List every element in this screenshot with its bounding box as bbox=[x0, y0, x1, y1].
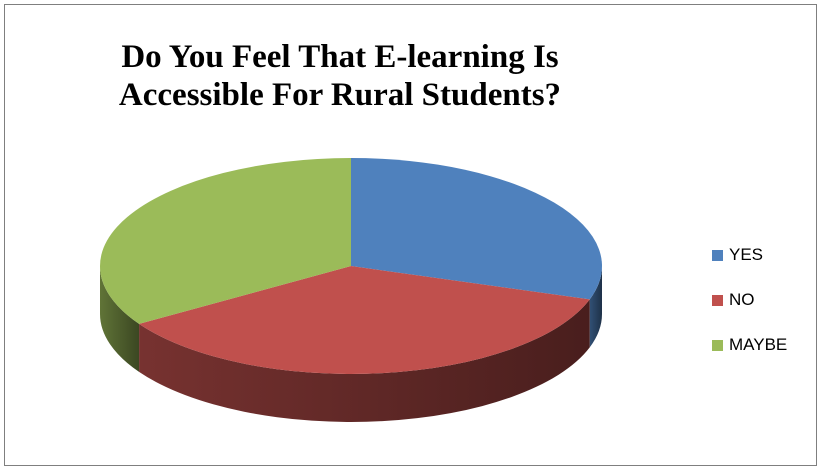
legend-item-no: NO bbox=[712, 288, 787, 312]
legend-item-maybe: MAYBE bbox=[712, 333, 787, 357]
legend-swatch-yes bbox=[712, 249, 723, 261]
legend-label-yes: YES bbox=[729, 245, 764, 264]
legend-label-maybe: MAYBE bbox=[729, 335, 788, 354]
legend-item-yes: YES bbox=[712, 243, 787, 267]
pie-slice-maybe bbox=[99, 158, 351, 324]
pie-side-yes bbox=[589, 266, 602, 348]
chart-title-line-2: Accessible For Rural Students? bbox=[118, 77, 562, 113]
pie-side-maybe bbox=[100, 266, 140, 372]
chart-title-line-1: Do You Feel That E-learning Is bbox=[121, 39, 559, 75]
legend-label-no: NO bbox=[729, 290, 755, 309]
chart-legend: YES NO MAYBE bbox=[712, 243, 787, 378]
legend-swatch-no bbox=[712, 294, 723, 306]
pie-slice-no bbox=[139, 266, 590, 374]
legend-swatch-maybe bbox=[712, 339, 723, 351]
pie-slice-yes bbox=[351, 158, 603, 300]
chart-title: Do You Feel That E-learning Is Accessibl… bbox=[60, 38, 620, 114]
pie-side-no bbox=[139, 299, 590, 422]
